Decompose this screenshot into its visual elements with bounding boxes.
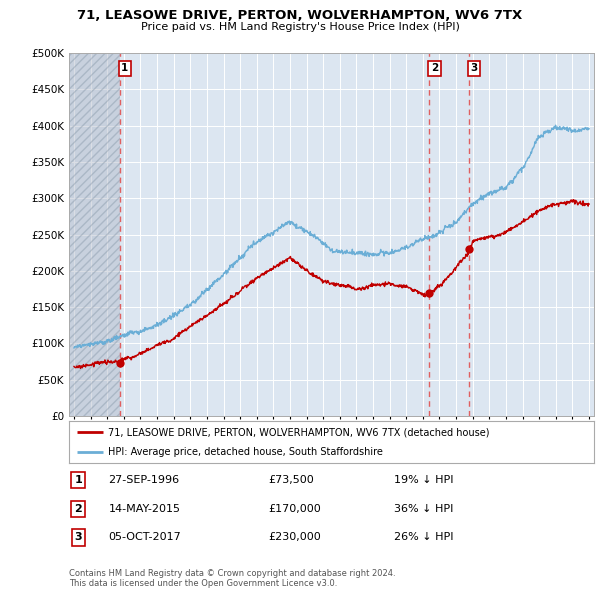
- Text: Price paid vs. HM Land Registry's House Price Index (HPI): Price paid vs. HM Land Registry's House …: [140, 22, 460, 32]
- Text: 3: 3: [470, 63, 478, 73]
- Text: 71, LEASOWE DRIVE, PERTON, WOLVERHAMPTON, WV6 7TX (detached house): 71, LEASOWE DRIVE, PERTON, WOLVERHAMPTON…: [109, 427, 490, 437]
- Text: 05-OCT-2017: 05-OCT-2017: [109, 532, 181, 542]
- Bar: [69, 53, 119, 416]
- Text: 19% ↓ HPI: 19% ↓ HPI: [395, 476, 454, 486]
- Text: 2: 2: [74, 504, 82, 514]
- Text: 36% ↓ HPI: 36% ↓ HPI: [395, 504, 454, 514]
- Text: £230,000: £230,000: [269, 532, 321, 542]
- Text: 1: 1: [121, 63, 128, 73]
- Text: 26% ↓ HPI: 26% ↓ HPI: [395, 532, 454, 542]
- Text: 3: 3: [74, 532, 82, 542]
- Text: 27-SEP-1996: 27-SEP-1996: [109, 476, 179, 486]
- Text: 1: 1: [74, 476, 82, 486]
- Text: 2: 2: [431, 63, 438, 73]
- Text: £73,500: £73,500: [269, 476, 314, 486]
- Text: Contains HM Land Registry data © Crown copyright and database right 2024.
This d: Contains HM Land Registry data © Crown c…: [69, 569, 395, 588]
- Text: 71, LEASOWE DRIVE, PERTON, WOLVERHAMPTON, WV6 7TX: 71, LEASOWE DRIVE, PERTON, WOLVERHAMPTON…: [77, 9, 523, 22]
- Text: 14-MAY-2015: 14-MAY-2015: [109, 504, 181, 514]
- Text: HPI: Average price, detached house, South Staffordshire: HPI: Average price, detached house, Sout…: [109, 447, 383, 457]
- Text: £170,000: £170,000: [269, 504, 321, 514]
